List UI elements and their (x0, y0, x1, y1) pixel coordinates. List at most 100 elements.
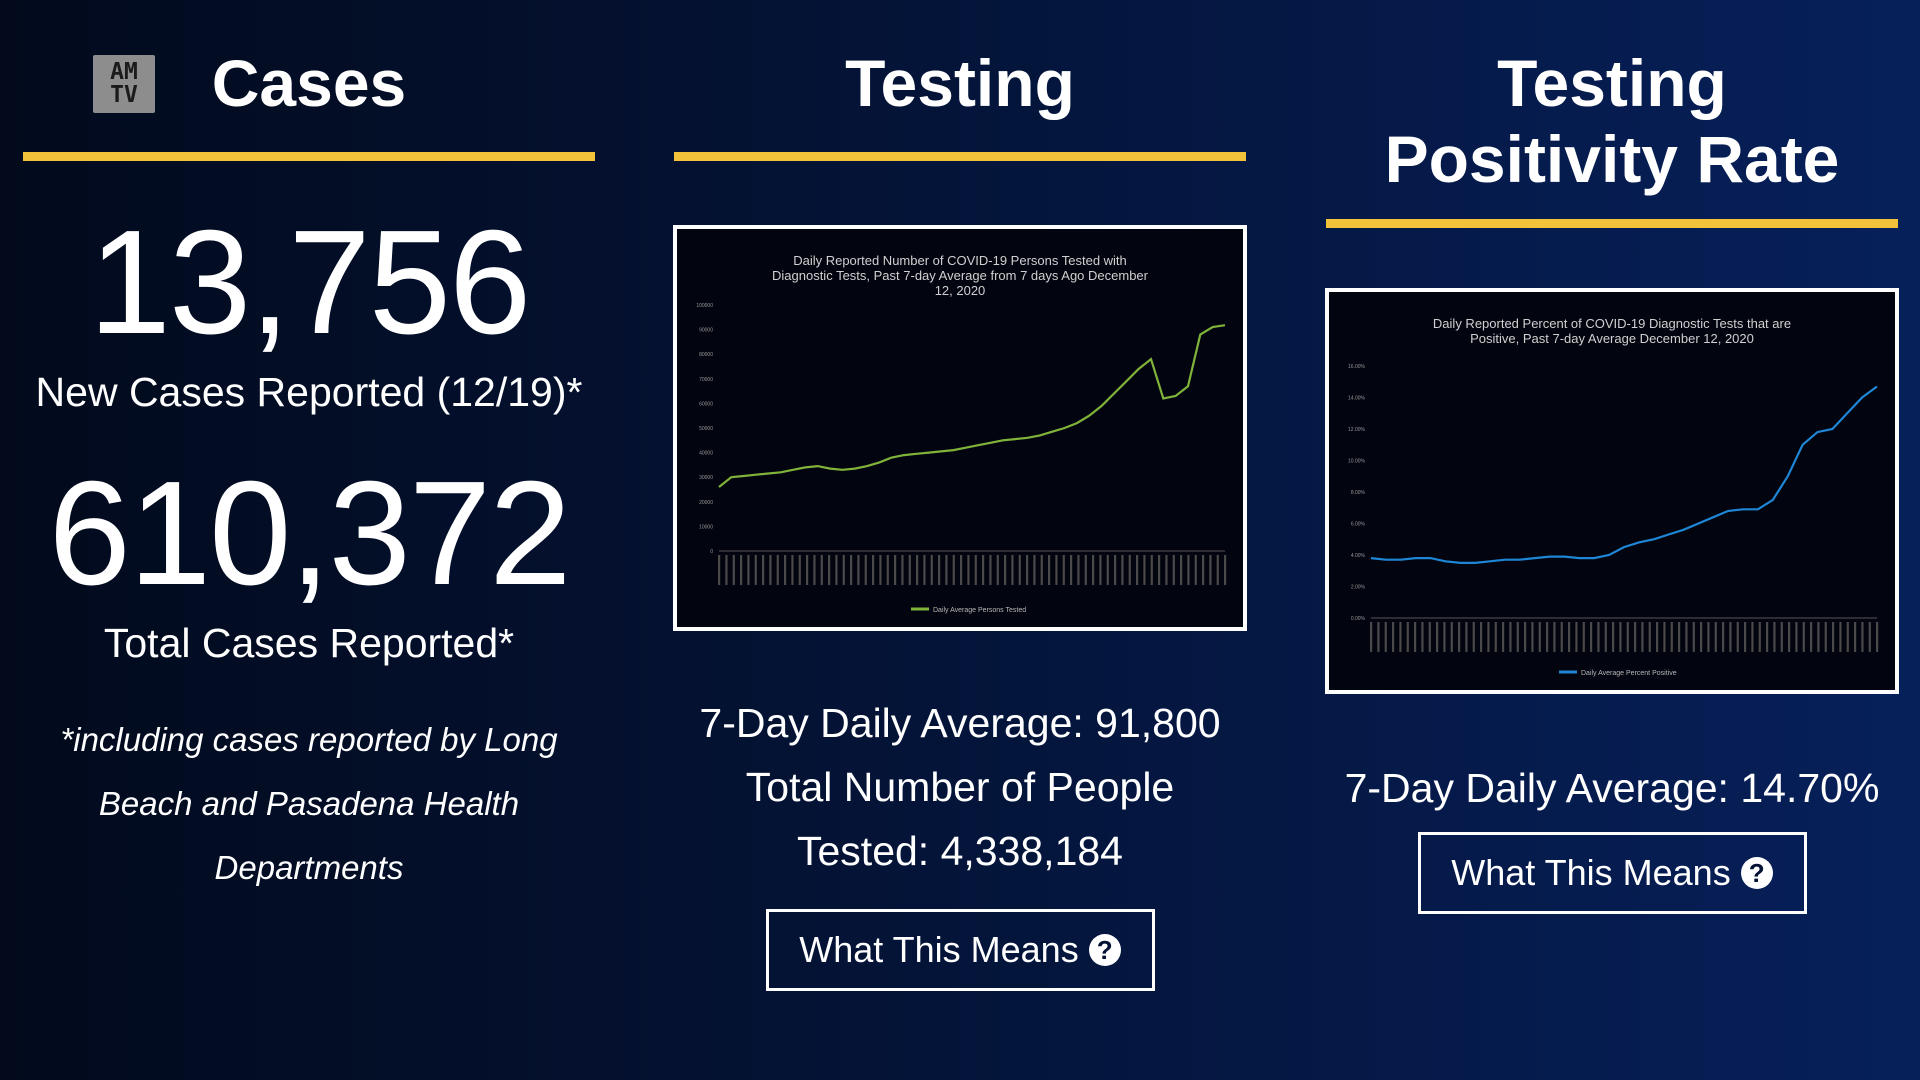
pc-xtick-mark (1707, 622, 1710, 652)
tc-xtick-mark (762, 555, 765, 585)
pc-xtick-mark (1795, 622, 1798, 652)
tc-xtick-mark (806, 555, 809, 585)
tc-xtick-mark (725, 555, 728, 585)
pc-xtick-mark (1458, 622, 1461, 652)
pc-xtick-mark (1700, 622, 1703, 652)
pc-xtick-mark (1443, 622, 1446, 652)
pc-xtick-mark (1553, 622, 1556, 652)
tc-xtick-mark (732, 555, 735, 585)
tc-xtick-mark (1004, 555, 1007, 585)
positivity-chart-title: Daily Reported Percent of COVID-19 Diagn… (1433, 316, 1791, 346)
positivity-7day-average: 7-Day Daily Average: 14.70% (1344, 765, 1880, 811)
tc-xtick-mark (769, 555, 772, 585)
testing-legend-label: Daily Average Persons Tested (933, 607, 1026, 614)
testing-chart-title: Daily Reported Number of COVID-19 Person… (772, 253, 1149, 298)
tc-xtick-mark (1070, 555, 1073, 585)
tc-xtick-mark (1099, 555, 1102, 585)
tc-xtick-mark (916, 555, 919, 585)
tc-xtick-mark (842, 555, 845, 585)
total-cases-value: 610,372 (48, 451, 572, 616)
question-circle-icon: ? (1740, 857, 1773, 889)
pc-xtick-mark (1846, 622, 1849, 652)
pc-xtick-mark (1502, 622, 1505, 652)
tc-xtick-mark (923, 555, 926, 585)
tc-xtick-mark (886, 555, 889, 585)
new-cases-value: 13,756 (88, 200, 532, 365)
pc-xtick-mark (1692, 622, 1695, 652)
tc-xtick-mark (1202, 555, 1205, 585)
pc-xtick-mark (1575, 622, 1578, 652)
tc-xtick-mark (850, 555, 853, 585)
tc-ytick-label: 20000 (699, 500, 713, 506)
tc-xtick-mark (952, 555, 955, 585)
tc-xtick-mark (1224, 555, 1227, 585)
pc-ytick-label: 0.00% (1351, 616, 1366, 622)
tc-ytick-label: 0 (710, 549, 713, 555)
pc-ytick-label: 10.00% (1348, 459, 1366, 465)
pc-xtick-mark (1392, 622, 1395, 652)
tc-xtick-mark (784, 555, 787, 585)
pc-xtick-mark (1861, 622, 1864, 652)
pc-xtick-mark (1736, 622, 1739, 652)
tc-xtick-mark (960, 555, 963, 585)
pc-xtick-mark (1465, 622, 1468, 652)
tc-ytick-label: 50000 (699, 426, 713, 432)
cases-divider (23, 152, 595, 161)
positivity-divider (1326, 219, 1898, 228)
pc-xtick-mark (1377, 622, 1380, 652)
pc-xtick-mark (1626, 622, 1629, 652)
tc-xtick-mark (1187, 555, 1190, 585)
new-cases-label: New Cases Reported (12/19)* (35, 369, 583, 415)
tc-ytick-label: 60000 (699, 401, 713, 407)
tc-xtick-mark (747, 555, 750, 585)
positivity-chart-svg: Daily Reported Percent of COVID-19 Diagn… (1348, 316, 1879, 677)
tc-xtick-mark (1128, 555, 1131, 585)
tc-xtick-mark (1062, 555, 1065, 585)
pc-xtick-mark (1758, 622, 1761, 652)
tc-xtick-mark (813, 555, 816, 585)
logo-line-2: TV (110, 82, 138, 108)
pc-xtick-mark (1817, 622, 1820, 652)
positivity-chart: Daily Reported Percent of COVID-19 Diagn… (1325, 288, 1899, 694)
tc-xtick-mark (879, 555, 882, 585)
pc-xtick-mark (1604, 622, 1607, 652)
tc-xtick-mark (982, 555, 985, 585)
tc-xtick-mark (901, 555, 904, 585)
tc-xtick-mark (1011, 555, 1014, 585)
pc-xtick-mark (1516, 622, 1519, 652)
pc-xtick-mark (1663, 622, 1666, 652)
tc-ytick-label: 30000 (699, 475, 713, 481)
tc-xtick-mark (1209, 555, 1212, 585)
testing-button-label: What This Means (799, 929, 1079, 970)
pc-xtick-mark (1678, 622, 1681, 652)
pc-xtick-mark (1773, 622, 1776, 652)
pc-ytick-label: 12.00% (1348, 427, 1366, 433)
pc-xtick-mark (1568, 622, 1571, 652)
amtv-logo: AM TV (93, 55, 155, 113)
pc-xtick-mark (1509, 622, 1512, 652)
pc-xtick-mark (1487, 622, 1490, 652)
tc-xtick-mark (828, 555, 831, 585)
pc-xtick-mark (1788, 622, 1791, 652)
tc-xtick-mark (1136, 555, 1139, 585)
positivity-what-this-means-button[interactable]: What This Means ? (1417, 832, 1807, 914)
pc-xtick-mark (1399, 622, 1402, 652)
pc-xtick-mark (1832, 622, 1835, 652)
tc-xtick-mark (938, 555, 941, 585)
testing-what-this-means-button[interactable]: What This Means ? (765, 909, 1155, 991)
testing-7day-average: 7-Day Daily Average: 91,800 (699, 700, 1221, 746)
pc-xtick-mark (1751, 622, 1754, 652)
tc-ytick-label: 100000 (696, 303, 713, 309)
pc-xtick-mark (1766, 622, 1769, 652)
pc-ytick-label: 8.00% (1351, 490, 1366, 496)
pc-xtick-mark (1685, 622, 1688, 652)
pc-xtick-mark (1450, 622, 1453, 652)
pc-xtick-mark (1810, 622, 1813, 652)
pc-xtick-mark (1472, 622, 1475, 652)
tc-xtick-mark (1018, 555, 1021, 585)
pc-xtick-mark (1714, 622, 1717, 652)
logo-line-1: AM (110, 59, 138, 85)
pc-xtick-mark (1480, 622, 1483, 652)
testing-chart: Daily Reported Number of COVID-19 Person… (673, 225, 1247, 631)
pc-xtick-mark (1854, 622, 1857, 652)
